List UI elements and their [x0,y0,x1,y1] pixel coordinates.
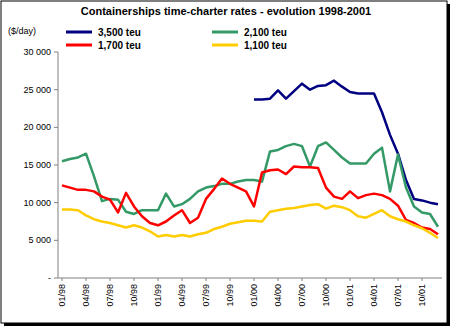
y-tick [54,278,58,279]
x-tick [326,278,327,281]
x-tick [350,278,351,281]
x-tick [278,278,279,281]
x-tick [230,278,231,281]
y-tick [54,52,58,53]
series-line [254,81,438,205]
x-tick-label: 04/99 [177,284,187,307]
x-axis [58,278,442,279]
x-tick [110,278,111,281]
legend-swatch [66,31,92,34]
x-tick-label: 01/99 [153,284,163,307]
x-tick [134,278,135,281]
x-tick-label: 10/00 [321,284,331,307]
y-tick [54,240,58,241]
x-tick-label: 07/01 [393,284,403,307]
y-tick [54,165,58,166]
x-tick [86,278,87,281]
legend-swatch [212,44,238,47]
title: Containerships time-charter rates - evol… [81,5,371,17]
y-tick [54,202,58,203]
x-tick-label: 04/01 [369,284,379,307]
legend-swatch [212,31,238,34]
legend-swatch [66,44,92,47]
x-tick [62,278,63,281]
x-tick-label: 07/98 [105,284,115,307]
y-tick-label: 30 000 [23,47,51,57]
x-tick-label: 01/01 [345,284,355,307]
x-tick [302,278,303,281]
legend-label: 2,100 teu [244,27,287,38]
y-tick-label: 15 000 [23,160,51,170]
x-tick-label: 01/00 [249,284,259,307]
legend-label: 1,100 teu [244,40,287,51]
x-tick-label: 07/00 [297,284,307,307]
x-tick-label: 10/99 [225,284,235,307]
x-tick-label: 01/98 [57,284,67,307]
y-tick [54,127,58,128]
y-tick [54,89,58,90]
y-axis-label: ($/day) [8,26,36,36]
x-tick-label: 10/01 [417,284,427,307]
x-tick [398,278,399,281]
y-tick-label: 20 000 [23,122,51,132]
x-tick-label: 07/99 [201,284,211,307]
x-tick-label: 04/98 [81,284,91,307]
x-tick [422,278,423,281]
series-line [62,204,438,238]
plot-area [62,81,438,238]
x-tick [374,278,375,281]
x-tick [254,278,255,281]
chart: Containerships time-charter rates - evol… [0,0,452,328]
x-tick-label: 10/98 [129,284,139,307]
x-tick [158,278,159,281]
x-tick [182,278,183,281]
series-line [62,142,438,226]
x-tick-label: 04/00 [273,284,283,307]
frame [1,1,447,323]
y-tick-label: 25 000 [23,85,51,95]
y-tick-label: 5 000 [28,235,51,245]
x-tick [206,278,207,281]
y-tick-label: 10 000 [23,198,51,208]
y-tick-label: - [48,273,51,283]
legend-label: 1,700 teu [98,40,141,51]
legend-label: 3,500 teu [98,27,141,38]
